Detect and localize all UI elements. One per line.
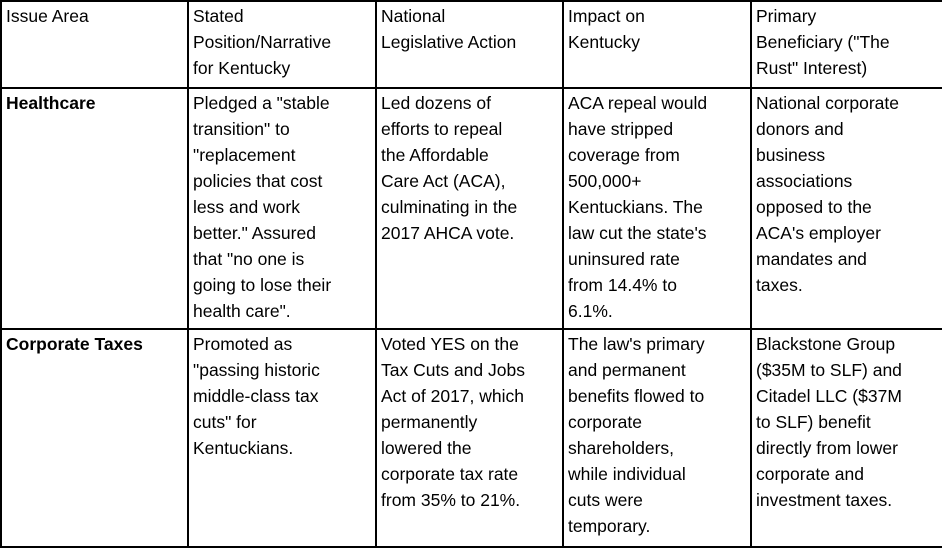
cell-corporate-taxes-legislative-action: Voted YES on the Tax Cuts and Jobs Act o… — [375, 328, 564, 548]
cell-corporate-taxes-stated-position: Promoted as "passing historic middle-cla… — [187, 328, 377, 548]
cell-healthcare-impact-on-kentucky: ACA repeal would have stripped coverage … — [562, 87, 752, 330]
cell-corporate-taxes-issue-area: Corporate Taxes — [0, 328, 189, 548]
cell-corporate-taxes-primary-beneficiary: Blackstone Group ($35M to SLF) and Citad… — [750, 328, 942, 548]
header-primary-beneficiary: Primary Beneficiary ("The Rust" Interest… — [750, 0, 942, 89]
header-impact-on-kentucky: Impact on Kentucky — [562, 0, 752, 89]
cell-healthcare-legislative-action: Led dozens of efforts to repeal the Affo… — [375, 87, 564, 330]
cell-healthcare-stated-position: Pledged a "stable transition" to "replac… — [187, 87, 377, 330]
table-header-row: Issue Area Stated Position/Narrative for… — [0, 0, 942, 89]
header-legislative-action: National Legislative Action — [375, 0, 564, 89]
table-row-healthcare: Healthcare Pledged a "stable transition"… — [0, 87, 942, 330]
cell-healthcare-issue-area: Healthcare — [0, 87, 189, 330]
header-stated-position: Stated Position/Narrative for Kentucky — [187, 0, 377, 89]
table-row-corporate-taxes: Corporate Taxes Promoted as "passing his… — [0, 328, 942, 548]
header-issue-area: Issue Area — [0, 0, 189, 89]
cell-healthcare-primary-beneficiary: National corporate donors and business a… — [750, 87, 942, 330]
cell-corporate-taxes-impact-on-kentucky: The law's primary and permanent benefits… — [562, 328, 752, 548]
